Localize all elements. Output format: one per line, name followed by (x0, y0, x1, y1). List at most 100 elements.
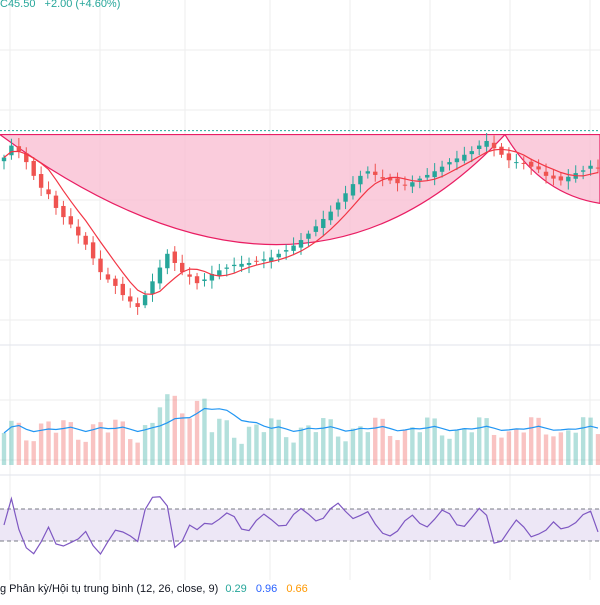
volume-bar (306, 425, 311, 465)
volume-bar (53, 432, 59, 465)
volume-bar (194, 400, 200, 465)
volume-bar (558, 432, 564, 465)
candle-body (194, 276, 200, 284)
volume-bar (298, 427, 304, 465)
candle-body (113, 278, 118, 286)
candle-body (90, 242, 96, 259)
candle-body (38, 174, 44, 188)
candle-body (558, 176, 564, 181)
volume-bar (343, 441, 348, 465)
volume-bar (439, 435, 445, 465)
candle-body (566, 176, 571, 182)
candle-body (387, 177, 393, 181)
candle-body (276, 253, 281, 258)
candle-body (239, 263, 244, 267)
candle-body (68, 216, 74, 225)
volume-bar (499, 437, 504, 465)
volume-bar (491, 434, 497, 465)
volume-bar (283, 437, 289, 465)
candle-body (395, 178, 400, 184)
macd-value: 0.29 (225, 583, 247, 595)
volume-bar (373, 417, 378, 465)
volume-bar (469, 432, 474, 465)
candle-body (46, 189, 51, 195)
candle-body (365, 171, 371, 174)
candle-body (61, 205, 66, 218)
price-header: C45.50 +2.00 (+4.60%) (0, 0, 126, 10)
volume-bar (380, 418, 385, 465)
volume-bar (588, 417, 593, 465)
candle-body (246, 262, 252, 265)
volume-bar (551, 436, 556, 465)
oscillator-line (3, 496, 599, 556)
candle-body (335, 202, 341, 210)
volume-bar (239, 443, 244, 465)
volume-bar (187, 418, 192, 465)
candle-body (402, 184, 408, 186)
candle-body (528, 161, 534, 167)
volume-bar (254, 424, 259, 465)
candle-body (83, 235, 88, 245)
candle-body (180, 262, 185, 273)
candle-body (150, 281, 155, 294)
volume-bar (514, 429, 519, 465)
volume-bar (447, 438, 452, 465)
candle-body (1, 157, 7, 162)
candle-body (202, 279, 207, 281)
volume-bar (224, 420, 229, 465)
candle-body (425, 174, 430, 178)
volume-bar (543, 434, 549, 465)
oscillator-band (0, 509, 600, 541)
candle-body (9, 145, 14, 156)
candle-body (98, 258, 103, 273)
volume-bar (38, 423, 44, 465)
volume-bar (580, 417, 586, 465)
macd-label: g Phân kỳ/Hội tụ trung bình (12, 26, clo… (0, 583, 219, 595)
volume-bar (209, 432, 215, 465)
volume-bar (128, 439, 133, 465)
volume-bar (528, 417, 534, 465)
volume-bar (313, 432, 319, 465)
volume-bar (506, 431, 512, 465)
candle-body (269, 257, 274, 262)
signal-value: 0.96 (255, 583, 278, 595)
macd-legend[interactable]: g Phân kỳ/Hội tụ trung bình (12, 26, clo… (0, 583, 308, 595)
candle-body (187, 274, 192, 277)
candle-body (551, 175, 556, 179)
volume-bar (24, 440, 29, 465)
last-price: C45.50 (0, 0, 36, 10)
moving-average-line (3, 148, 599, 295)
candle-body (291, 245, 296, 251)
volume-bar (335, 436, 341, 465)
volume-bar (365, 432, 371, 465)
candle-body (588, 165, 593, 169)
candle-body (209, 273, 215, 281)
candle-body (477, 145, 482, 149)
volume-bar (83, 441, 88, 465)
candle-body (454, 158, 460, 163)
candle-body (298, 240, 304, 248)
volume-bar (76, 439, 81, 465)
volume-bar (9, 420, 14, 465)
volume-bar (402, 429, 408, 465)
volume-bar (172, 395, 177, 465)
candle-body (120, 283, 125, 296)
candle-body (165, 253, 170, 269)
candle-body (506, 153, 512, 161)
cup-pattern-area (0, 133, 507, 246)
candle-body (410, 182, 415, 187)
volume-bar (269, 418, 274, 465)
candle-body (417, 178, 422, 181)
volume-bar (521, 432, 526, 465)
volume-bar (231, 437, 237, 465)
candle-body (432, 171, 437, 178)
volume-bar (68, 422, 74, 465)
candle-body (328, 211, 333, 221)
volume-bar (291, 442, 296, 465)
volume-bar (454, 430, 460, 465)
candle-body (514, 162, 519, 164)
volume-bar (217, 418, 222, 465)
volume-bar (135, 442, 140, 465)
